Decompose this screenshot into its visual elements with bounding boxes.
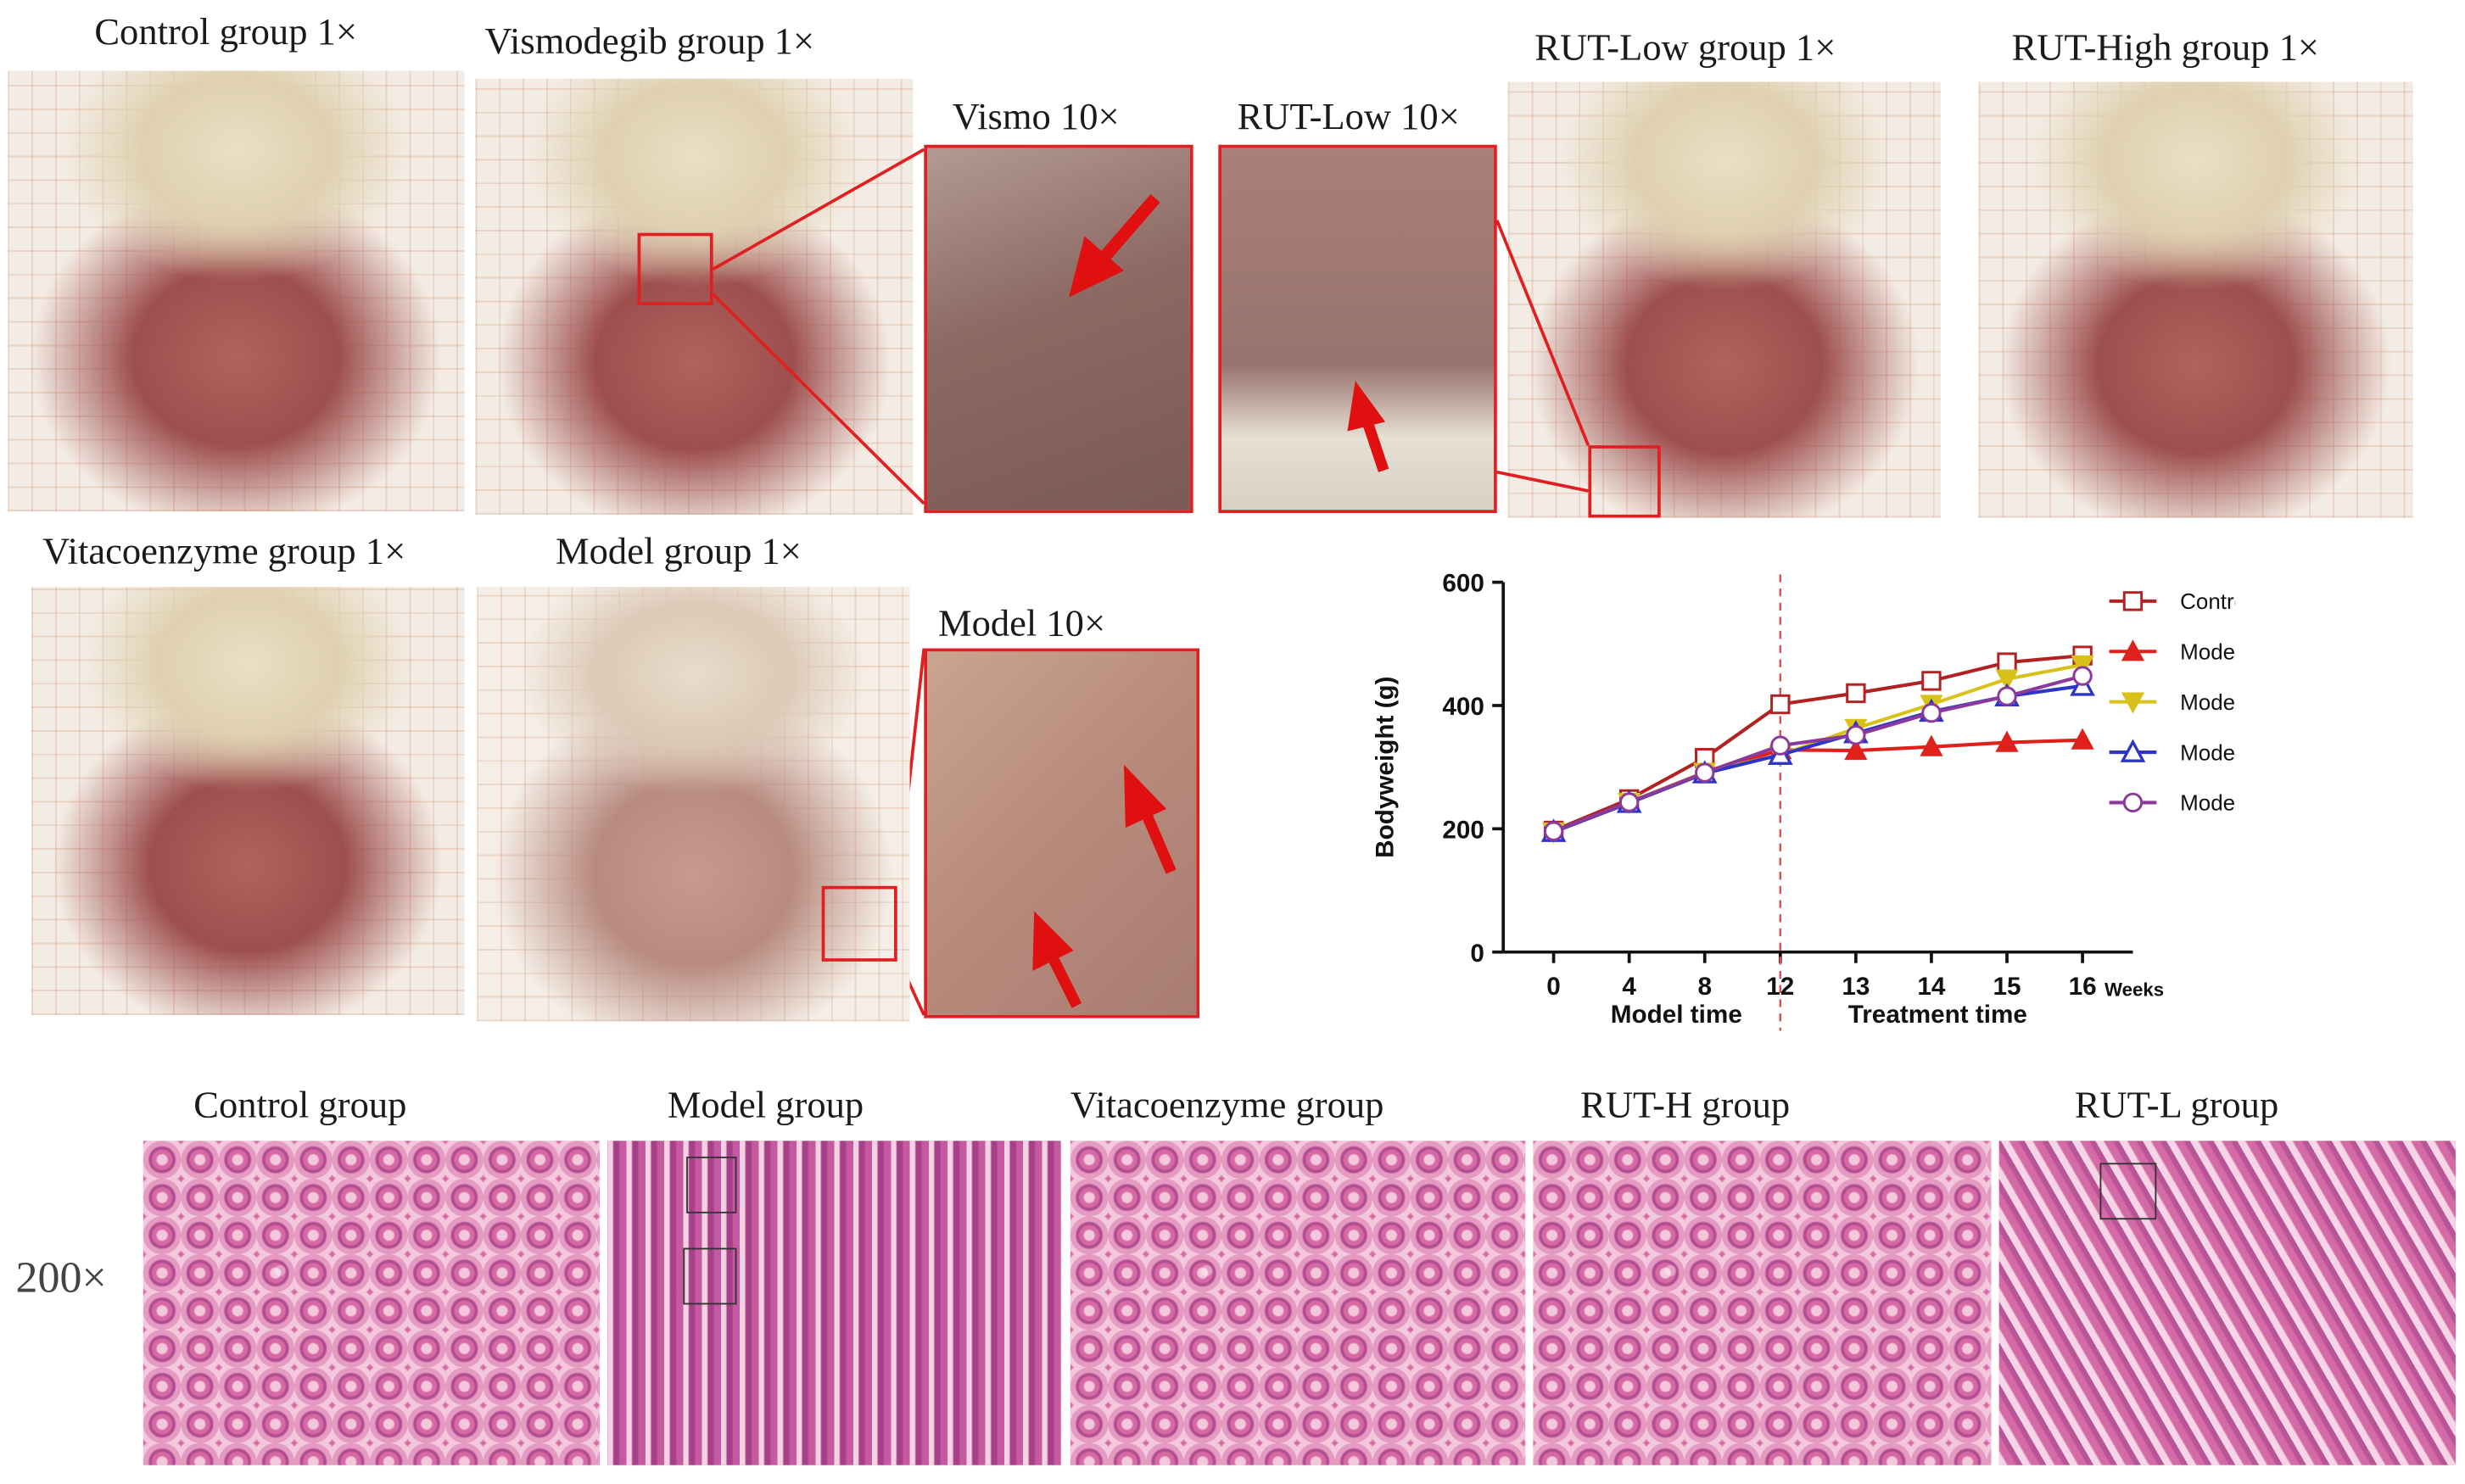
data-point	[1618, 792, 1640, 812]
data-point	[1695, 762, 1715, 783]
legend-marker	[2121, 639, 2145, 661]
legend-marker	[2121, 692, 2145, 714]
vismo-zoom-label: Vismo 10×	[952, 98, 1120, 139]
legend-marker	[2120, 739, 2146, 762]
series-line	[1552, 654, 2083, 833]
x-tick-label: 8	[1697, 973, 1712, 1001]
data-point	[1920, 734, 1943, 756]
series-line	[1552, 674, 2083, 834]
legend-entry: Model+RUT-Low	[2180, 739, 2235, 765]
magnification-label: 200×	[15, 1253, 107, 1303]
legend-marker	[2122, 591, 2144, 611]
legend-entry: Model+Vita	[2180, 790, 2235, 816]
rut-low-zoom-image	[1218, 144, 1497, 513]
histology-label-control: Control group	[193, 1085, 407, 1127]
x-tick-label: 15	[1993, 973, 2021, 1001]
data-point	[1921, 671, 1942, 691]
data-point	[1543, 821, 1564, 841]
data-point	[1995, 730, 2019, 752]
vismo-zoom-image	[924, 144, 1193, 513]
histology-label-vitacoenzyme: Vitacoenzyme group	[1070, 1085, 1384, 1127]
data-point	[1844, 739, 1868, 761]
model-roi-box	[821, 885, 897, 962]
histology-label-model: Model group	[667, 1085, 864, 1127]
series-line	[1552, 738, 2083, 834]
x-unit-label: Weeks	[2104, 979, 2164, 1001]
highlight-box	[2099, 1163, 2157, 1220]
x-tick-label: 13	[1842, 973, 1870, 1001]
red-arrow-icon	[1069, 193, 1160, 298]
histology-label-rut-h: RUT-H group	[1580, 1085, 1791, 1127]
data-point	[1921, 703, 1942, 723]
rut-low-photo-label: RUT-Low group 1×	[1534, 28, 1836, 70]
y-axis-label: Bodyweight (g)	[1371, 676, 1399, 857]
rut-high-photo-label: RUT-High group 1×	[2011, 28, 2320, 70]
model-photo-label: Model group 1×	[556, 532, 802, 573]
vismodegib-stomach-photo	[475, 78, 914, 515]
vitacoenzyme-photo-label: Vitacoenzyme group 1×	[42, 532, 406, 573]
model-zoom-label: Model 10×	[937, 604, 1106, 645]
rut-high-stomach-photo	[1978, 81, 2413, 518]
data-point	[1846, 683, 1866, 704]
data-point	[1997, 652, 2017, 672]
x-tick-label: 0	[1546, 973, 1561, 1001]
data-point	[1997, 686, 2017, 706]
data-point	[2072, 666, 2093, 686]
data-point	[2071, 728, 2094, 750]
legend-marker	[2122, 792, 2144, 813]
x-tick-label: 14	[1917, 973, 1946, 1001]
model-zoom-image	[924, 648, 1200, 1018]
histology-label-rut-l: RUT-L group	[2074, 1085, 2279, 1127]
red-arrow-icon	[1347, 381, 1389, 472]
vitacoenzyme-stomach-photo	[31, 587, 465, 1015]
data-point	[1770, 694, 1791, 715]
histology-image-model	[607, 1141, 1061, 1465]
control-photo-label: Control group 1×	[94, 12, 358, 54]
data-point	[1995, 669, 2019, 691]
y-tick-label: 0	[1470, 940, 1484, 968]
highlight-box	[683, 1247, 737, 1305]
control-stomach-photo	[8, 70, 465, 512]
rut-low-zoom-label: RUT-Low 10×	[1237, 98, 1460, 139]
phase-label-treatment: Treatment time	[1848, 1001, 2027, 1029]
y-tick-label: 200	[1442, 816, 1484, 844]
phase-label-model: Model time	[1611, 1001, 1742, 1029]
y-tick-label: 400	[1442, 693, 1484, 721]
histology-image-rut-h	[1533, 1141, 1992, 1465]
histology-image-control	[143, 1141, 601, 1465]
red-arrow-icon	[1032, 764, 1177, 1008]
histology-image-rut-l	[1998, 1141, 2456, 1465]
histology-image-vitacoenzyme	[1070, 1141, 1526, 1465]
legend-entry: Model+RUT-High	[2180, 689, 2235, 715]
data-point	[2071, 655, 2094, 678]
legend-entry: Control+CMC-Na	[2180, 589, 2235, 614]
highlight-box	[686, 1156, 737, 1213]
vismodegib-roi-box	[637, 232, 713, 306]
vismodegib-photo-label: Vismodegib group 1×	[484, 21, 815, 64]
model-stomach-photo	[477, 587, 910, 1022]
x-tick-label: 16	[2069, 973, 2097, 1001]
rut-low-stomach-photo	[1507, 81, 1942, 518]
x-tick-label: 4	[1622, 973, 1636, 1001]
y-tick-label: 600	[1442, 570, 1484, 598]
data-point	[1846, 725, 1866, 745]
legend-entry: Model+CMC-Na	[2180, 639, 2235, 665]
rut-low-roi-box	[1588, 445, 1661, 518]
data-point	[1770, 735, 1791, 756]
